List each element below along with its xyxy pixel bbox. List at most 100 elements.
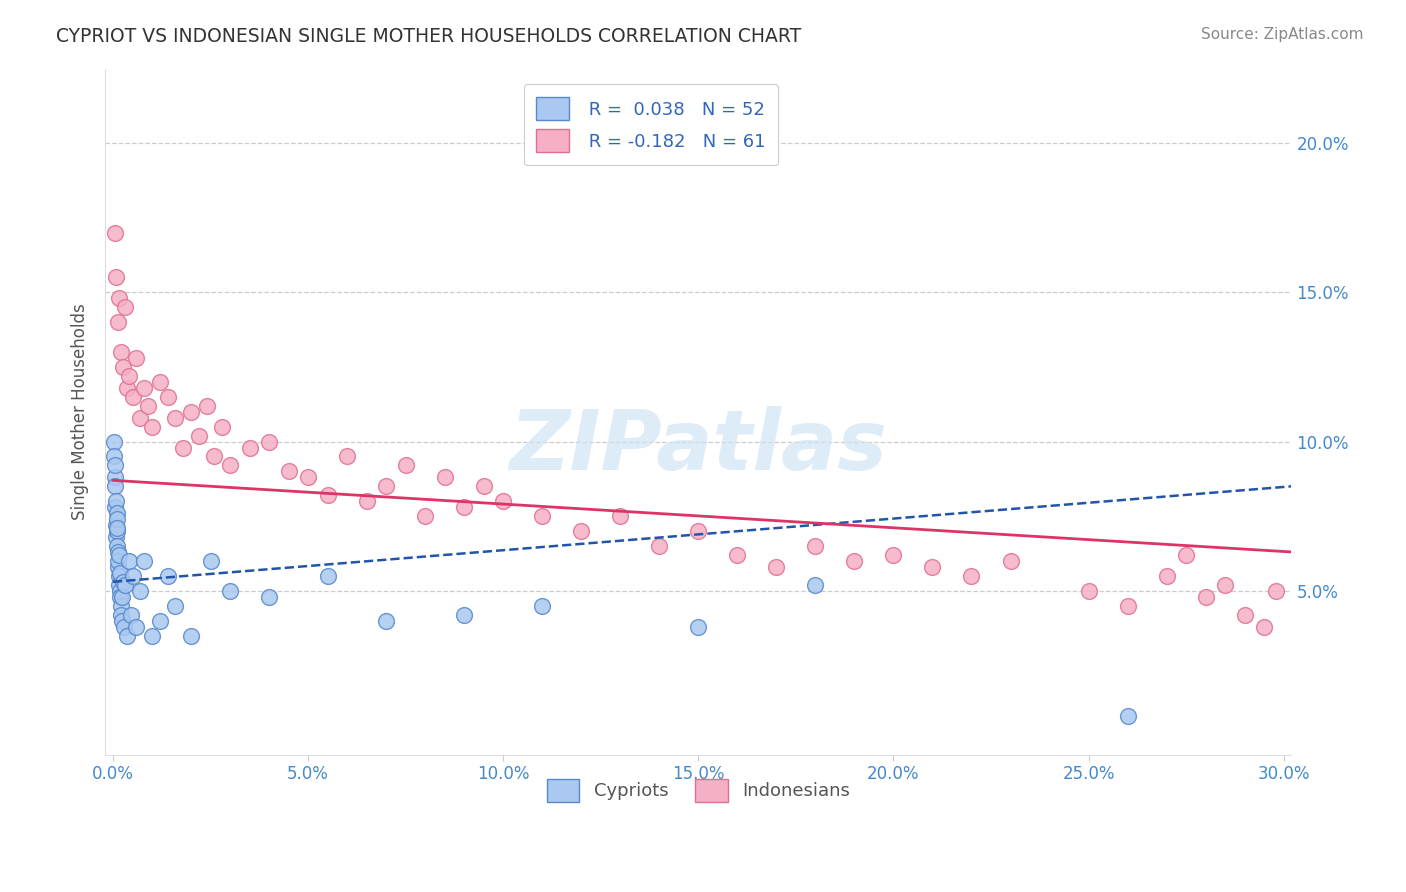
Point: [156, 390, 179, 404]
Point: [688, 524, 710, 538]
Point: [111, 614, 134, 628]
Point: [107, 315, 129, 329]
Point: [297, 470, 319, 484]
Point: [609, 509, 631, 524]
Point: [103, 470, 125, 484]
Point: [1000, 554, 1022, 568]
Point: [804, 578, 827, 592]
Point: [1213, 578, 1236, 592]
Point: [112, 619, 135, 633]
Point: [141, 419, 163, 434]
Point: [149, 375, 172, 389]
Point: [136, 399, 159, 413]
Point: [108, 569, 131, 583]
Point: [180, 405, 202, 419]
Point: [725, 548, 748, 562]
Point: [108, 578, 131, 592]
Point: [129, 410, 152, 425]
Point: [114, 578, 136, 592]
Point: [219, 583, 242, 598]
Point: [103, 450, 125, 464]
Point: [110, 590, 132, 604]
Point: [129, 583, 152, 598]
Point: [1194, 590, 1216, 604]
Point: [1233, 607, 1256, 622]
Point: [121, 569, 143, 583]
Point: [531, 509, 554, 524]
Point: [111, 359, 134, 374]
Text: CYPRIOT VS INDONESIAN SINGLE MOTHER HOUSEHOLDS CORRELATION CHART: CYPRIOT VS INDONESIAN SINGLE MOTHER HOUS…: [56, 27, 801, 45]
Point: [204, 450, 226, 464]
Y-axis label: Single Mother Households: Single Mother Households: [72, 303, 89, 520]
Point: [316, 569, 339, 583]
Point: [648, 539, 671, 553]
Point: [110, 599, 132, 613]
Point: [115, 381, 138, 395]
Point: [104, 518, 127, 533]
Point: [1175, 548, 1198, 562]
Point: [105, 521, 128, 535]
Point: [356, 494, 378, 508]
Point: [110, 590, 132, 604]
Point: [1116, 599, 1139, 613]
Point: [104, 500, 127, 515]
Point: [105, 524, 128, 538]
Point: [134, 554, 156, 568]
Point: [108, 291, 131, 305]
Point: [200, 554, 222, 568]
Text: Source: ZipAtlas.com: Source: ZipAtlas.com: [1201, 27, 1364, 42]
Point: [375, 614, 398, 628]
Point: [156, 569, 179, 583]
Point: [115, 628, 138, 642]
Point: [104, 479, 127, 493]
Point: [1077, 583, 1099, 598]
Point: [257, 434, 280, 449]
Point: [316, 488, 339, 502]
Point: [804, 539, 827, 553]
Point: [1116, 709, 1139, 723]
Point: [121, 390, 143, 404]
Point: [103, 434, 125, 449]
Text: ZIPatlas: ZIPatlas: [509, 406, 887, 486]
Point: [114, 300, 136, 314]
Point: [117, 554, 139, 568]
Point: [107, 545, 129, 559]
Point: [172, 441, 194, 455]
Point: [195, 399, 218, 413]
Point: [110, 345, 132, 359]
Point: [111, 574, 134, 589]
Point: [165, 599, 187, 613]
Point: [219, 458, 242, 473]
Point: [1264, 583, 1286, 598]
Point: [531, 599, 554, 613]
Point: [921, 560, 943, 574]
Point: [960, 569, 983, 583]
Point: [105, 530, 128, 544]
Point: [211, 419, 233, 434]
Point: [165, 410, 187, 425]
Point: [105, 506, 128, 520]
Point: [472, 479, 495, 493]
Point: [134, 381, 156, 395]
Point: [105, 512, 128, 526]
Point: [187, 428, 209, 442]
Point: [688, 619, 710, 633]
Point: [108, 566, 131, 580]
Point: [882, 548, 904, 562]
Point: [453, 607, 475, 622]
Legend: Cypriots, Indonesians: Cypriots, Indonesians: [534, 766, 863, 814]
Point: [257, 590, 280, 604]
Point: [149, 614, 172, 628]
Point: [108, 583, 131, 598]
Point: [765, 560, 787, 574]
Point: [117, 368, 139, 383]
Point: [395, 458, 418, 473]
Point: [110, 607, 132, 622]
Point: [239, 441, 262, 455]
Point: [433, 470, 456, 484]
Point: [107, 560, 129, 574]
Point: [413, 509, 436, 524]
Point: [105, 494, 128, 508]
Point: [141, 628, 163, 642]
Point: [180, 628, 202, 642]
